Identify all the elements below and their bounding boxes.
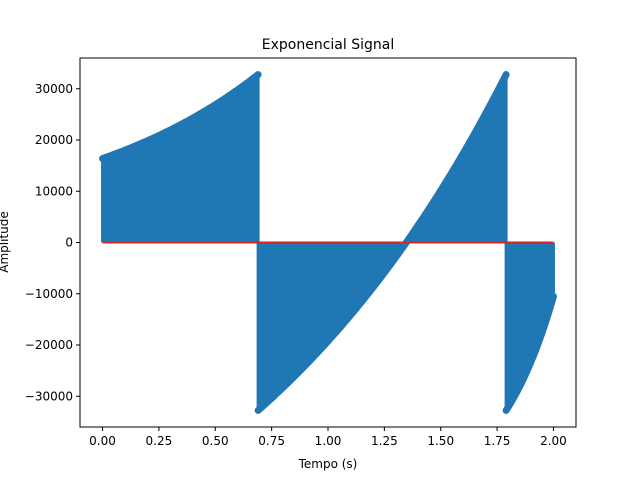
stem-region-2 xyxy=(506,242,554,411)
y-tick-label: −30000 xyxy=(25,389,73,403)
stem-markers-0 xyxy=(99,71,262,163)
plot-area xyxy=(99,71,557,414)
y-tick-label: 0 xyxy=(65,236,73,250)
x-axis-title: Tempo (s) xyxy=(298,457,358,471)
y-tick-label: 10000 xyxy=(35,184,73,198)
x-tick-label: 1.25 xyxy=(371,434,398,448)
x-tick-label: 0.25 xyxy=(146,434,173,448)
y-tick-label: −10000 xyxy=(25,287,73,301)
x-tick-label: 1.75 xyxy=(484,434,511,448)
stem-region-0 xyxy=(102,74,259,243)
chart-title: Exponencial Signal xyxy=(262,37,394,53)
x-tick-label: 0.50 xyxy=(202,434,229,448)
x-tick-label: 0.00 xyxy=(89,434,116,448)
stem-markers-2 xyxy=(502,292,557,414)
x-tick-label: 1.00 xyxy=(315,434,342,448)
stem-markers-1 xyxy=(254,71,510,414)
y-axis: −30000 −20000 −10000 0 10000 20000 30000 xyxy=(25,82,80,403)
y-axis-title: Amplitude xyxy=(0,211,11,273)
x-tick-label: 1.50 xyxy=(427,434,454,448)
y-tick-label: 20000 xyxy=(35,133,73,147)
x-tick-label: 0.75 xyxy=(258,434,285,448)
x-axis: 0.00 0.25 0.50 0.75 1.00 1.25 1.50 1.75 2.00 xyxy=(89,427,567,448)
x-tick-label: 2.00 xyxy=(540,434,567,448)
y-tick-label: −20000 xyxy=(25,338,73,352)
y-tick-label: 30000 xyxy=(35,82,73,96)
